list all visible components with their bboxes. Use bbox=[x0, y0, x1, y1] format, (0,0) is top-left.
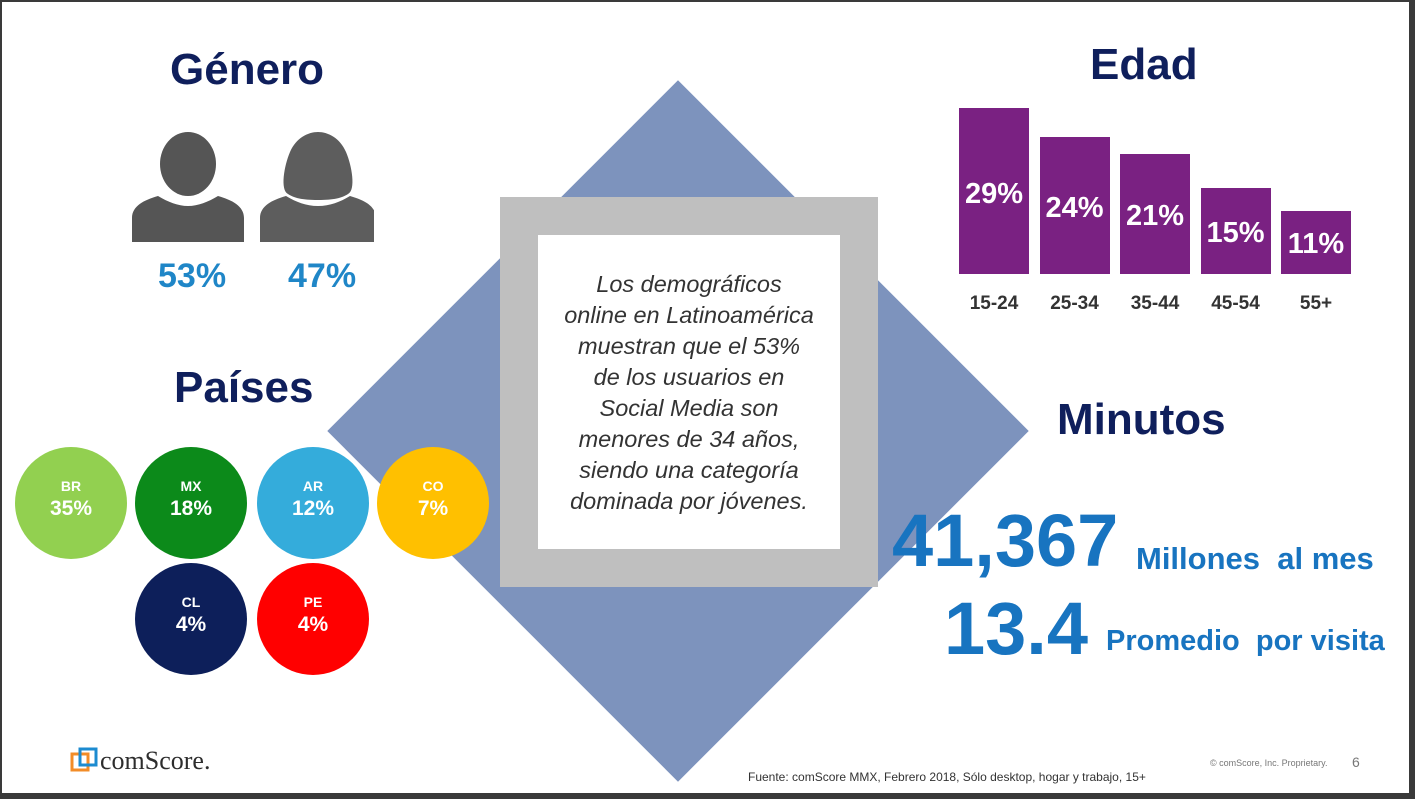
country-value: 35% bbox=[49, 497, 93, 520]
center-quote: Los demográficos online en Latinoamérica… bbox=[564, 271, 814, 514]
quote-box bbox=[538, 235, 840, 549]
female-percent: 47% bbox=[288, 257, 357, 295]
country-code: MX bbox=[180, 478, 202, 494]
source-note: Fuente: comScore MMX, Febrero 2018, Sólo… bbox=[748, 770, 1146, 784]
paises-title: Países bbox=[174, 363, 314, 412]
country-value: 4% bbox=[175, 613, 207, 636]
country-value: 4% bbox=[297, 613, 329, 636]
country-code: PE bbox=[303, 594, 323, 610]
age-bar-label: 21% bbox=[1125, 200, 1185, 233]
comscore-logo-text: comScore. bbox=[100, 746, 211, 775]
male-user-icon bbox=[132, 132, 244, 242]
age-category-label: 55+ bbox=[1299, 293, 1333, 314]
country-circle-cl: CL 4% bbox=[135, 563, 247, 675]
age-category-label: 15-24 bbox=[969, 293, 1019, 314]
male-percent: 53% bbox=[158, 257, 227, 295]
age-bar-label: 24% bbox=[1045, 192, 1104, 225]
age-category-label: 25-34 bbox=[1050, 293, 1099, 314]
age-category-label: 45-54 bbox=[1211, 293, 1260, 314]
country-code: AR bbox=[302, 478, 324, 494]
edad-title: Edad bbox=[1090, 40, 1198, 89]
minutos-title: Minutos bbox=[1057, 395, 1226, 444]
age-bar-label: 29% bbox=[964, 178, 1024, 211]
gender-icons bbox=[132, 132, 374, 242]
age-bar-15-24 bbox=[959, 108, 1029, 274]
country-circle-co: CO 7% bbox=[377, 447, 489, 559]
avg-minutes-value: 13.4 bbox=[944, 587, 1089, 670]
age-bar-55+ bbox=[1281, 211, 1351, 274]
age-category-label: 35-44 bbox=[1130, 293, 1180, 314]
avg-minutes-label: Promedio por visita bbox=[1106, 625, 1385, 657]
age-bar-35-44 bbox=[1120, 153, 1190, 274]
copyright-note: © comScore, Inc. Proprietary. bbox=[1210, 758, 1328, 768]
country-code: CL bbox=[181, 594, 201, 610]
country-value: 7% bbox=[417, 497, 449, 520]
total-minutes-value: 41,367 bbox=[892, 499, 1119, 582]
country-value: 18% bbox=[169, 497, 213, 520]
country-circle-pe: PE 4% bbox=[257, 563, 369, 675]
total-minutes-label: Millones al mes bbox=[1136, 541, 1374, 576]
comscore-logo-icon bbox=[70, 747, 98, 772]
age-bar-45-54 bbox=[1200, 188, 1271, 274]
age-bar-label: 15% bbox=[1206, 216, 1265, 249]
age-bar-25-34 bbox=[1039, 136, 1110, 274]
country-circle-br: BR 35% bbox=[15, 447, 127, 559]
female-user-icon bbox=[260, 132, 374, 242]
country-circle-mx: MX 18% bbox=[135, 447, 247, 559]
country-code: BR bbox=[60, 478, 82, 494]
page-number: 6 bbox=[1352, 754, 1360, 770]
country-value: 12% bbox=[291, 497, 335, 520]
genero-title: Género bbox=[170, 45, 325, 94]
age-bar-label: 11% bbox=[1287, 227, 1345, 260]
country-circle-ar: AR 12% bbox=[257, 447, 369, 559]
country-code: CO bbox=[422, 478, 444, 494]
